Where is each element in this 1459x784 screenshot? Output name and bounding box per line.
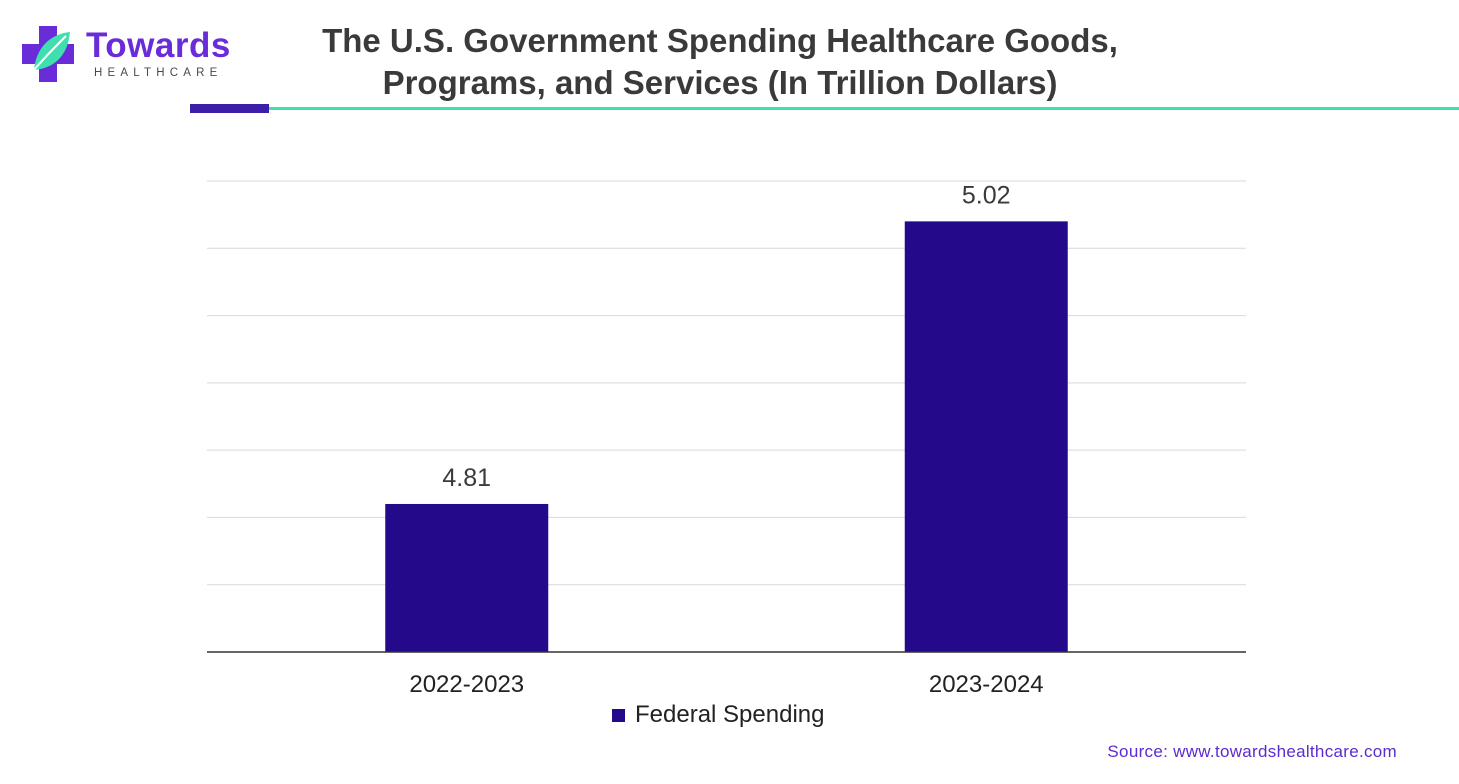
bar (385, 503, 549, 652)
x-tick-label: 2022-2023 (409, 671, 524, 698)
medical-cross-leaf-icon (22, 26, 74, 82)
chart-title: The U.S. Government Spending Healthcare … (322, 22, 1118, 101)
data-label: 5.02 (962, 181, 1011, 209)
legend: Federal Spending (612, 701, 824, 729)
title-rule-accent (190, 104, 269, 113)
legend-label: Federal Spending (635, 701, 825, 728)
brand-logo: Towards HEALTHCARE (20, 24, 250, 86)
logo-subtitle: HEALTHCARE (94, 67, 223, 79)
data-label: 4.81 (442, 464, 491, 492)
title-rule (269, 107, 1459, 110)
logo-wordmark: Towards (86, 26, 231, 65)
x-tick-label: 2023-2024 (929, 671, 1044, 698)
bar (904, 221, 1068, 652)
source-note: Source: www.towardshealthcare.com (1107, 742, 1397, 761)
legend-swatch (612, 708, 625, 722)
